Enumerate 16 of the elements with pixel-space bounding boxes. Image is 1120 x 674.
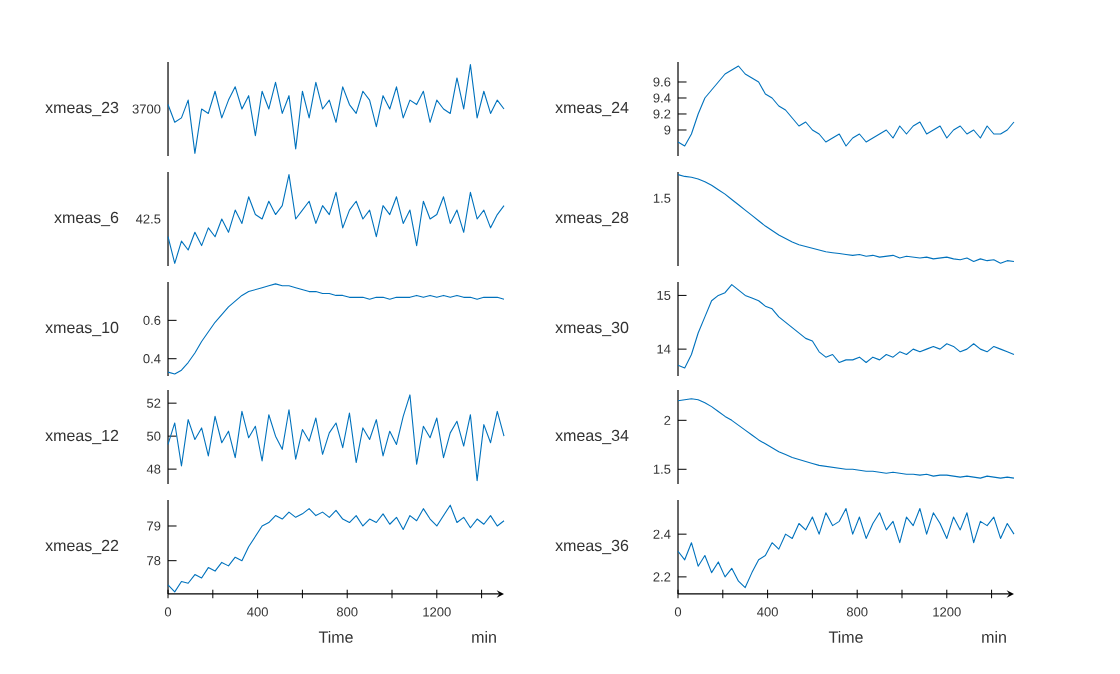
y-axis-title: xmeas_12 (45, 429, 119, 445)
y-axis-title: xmeas_10 (45, 321, 119, 337)
y-axis-title: xmeas_30 (555, 321, 629, 337)
x-axis-title: Time (318, 631, 353, 643)
y-axis-title: xmeas_23 (45, 101, 119, 117)
y-axis-title: xmeas_34 (555, 429, 629, 445)
y-axis-title: xmeas_22 (45, 539, 119, 555)
line-series (677, 507, 1015, 589)
text: min (982, 631, 1006, 643)
x-axis-title: Time (828, 631, 863, 643)
y-axis-title: xmeas_36 (555, 539, 629, 555)
y-axis-title: xmeas_28 (555, 211, 629, 227)
y-axis-title: xmeas_24 (555, 101, 629, 117)
line-series (167, 394, 505, 482)
text: min (472, 631, 496, 643)
y-axis-title: xmeas_6 (54, 211, 119, 227)
